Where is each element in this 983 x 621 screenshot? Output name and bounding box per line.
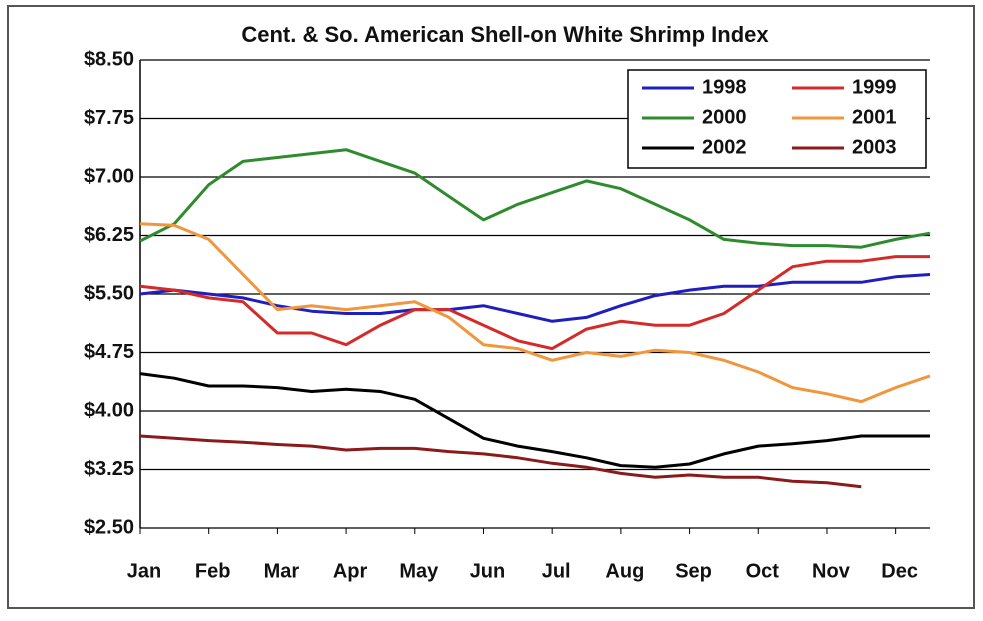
legend-label: 2003 bbox=[852, 136, 897, 158]
x-tick-label: Dec bbox=[881, 560, 918, 582]
x-tick-label: Nov bbox=[812, 560, 851, 582]
legend-label: 1998 bbox=[702, 76, 747, 98]
y-tick-label: $4.00 bbox=[84, 399, 134, 421]
x-tick-label: Jun bbox=[470, 560, 506, 582]
chart-title: Cent. & So. American Shell-on White Shri… bbox=[241, 22, 769, 47]
x-tick-label: Jan bbox=[127, 560, 161, 582]
series-line bbox=[139, 222, 931, 404]
x-tick-label: Feb bbox=[195, 560, 231, 582]
series-line bbox=[139, 255, 930, 351]
x-tick-label: Mar bbox=[264, 560, 300, 582]
series-line bbox=[139, 148, 931, 249]
x-tick-label: Apr bbox=[333, 560, 368, 582]
x-tick-label: May bbox=[399, 560, 439, 582]
x-tick-label: Oct bbox=[746, 560, 780, 582]
y-tick-label: $8.50 bbox=[84, 48, 134, 70]
y-tick-label: $6.25 bbox=[84, 224, 134, 246]
x-tick-label: Jul bbox=[542, 560, 571, 582]
legend-label: 2000 bbox=[702, 106, 747, 128]
series-line bbox=[139, 372, 930, 469]
y-tick-label: $4.75 bbox=[84, 341, 134, 363]
y-tick-label: $5.50 bbox=[84, 282, 134, 304]
x-tick-label: Aug bbox=[605, 560, 644, 582]
legend-label: 2002 bbox=[702, 136, 747, 158]
y-tick-label: $3.25 bbox=[84, 458, 134, 480]
legend-label: 2001 bbox=[852, 106, 897, 128]
y-tick-label: $7.00 bbox=[84, 165, 134, 187]
legend-label: 1999 bbox=[852, 76, 897, 98]
y-tick-label: $7.75 bbox=[84, 107, 134, 129]
y-tick-label: $2.50 bbox=[84, 516, 134, 538]
x-tick-label: Sep bbox=[675, 560, 712, 582]
series-line bbox=[139, 434, 862, 489]
